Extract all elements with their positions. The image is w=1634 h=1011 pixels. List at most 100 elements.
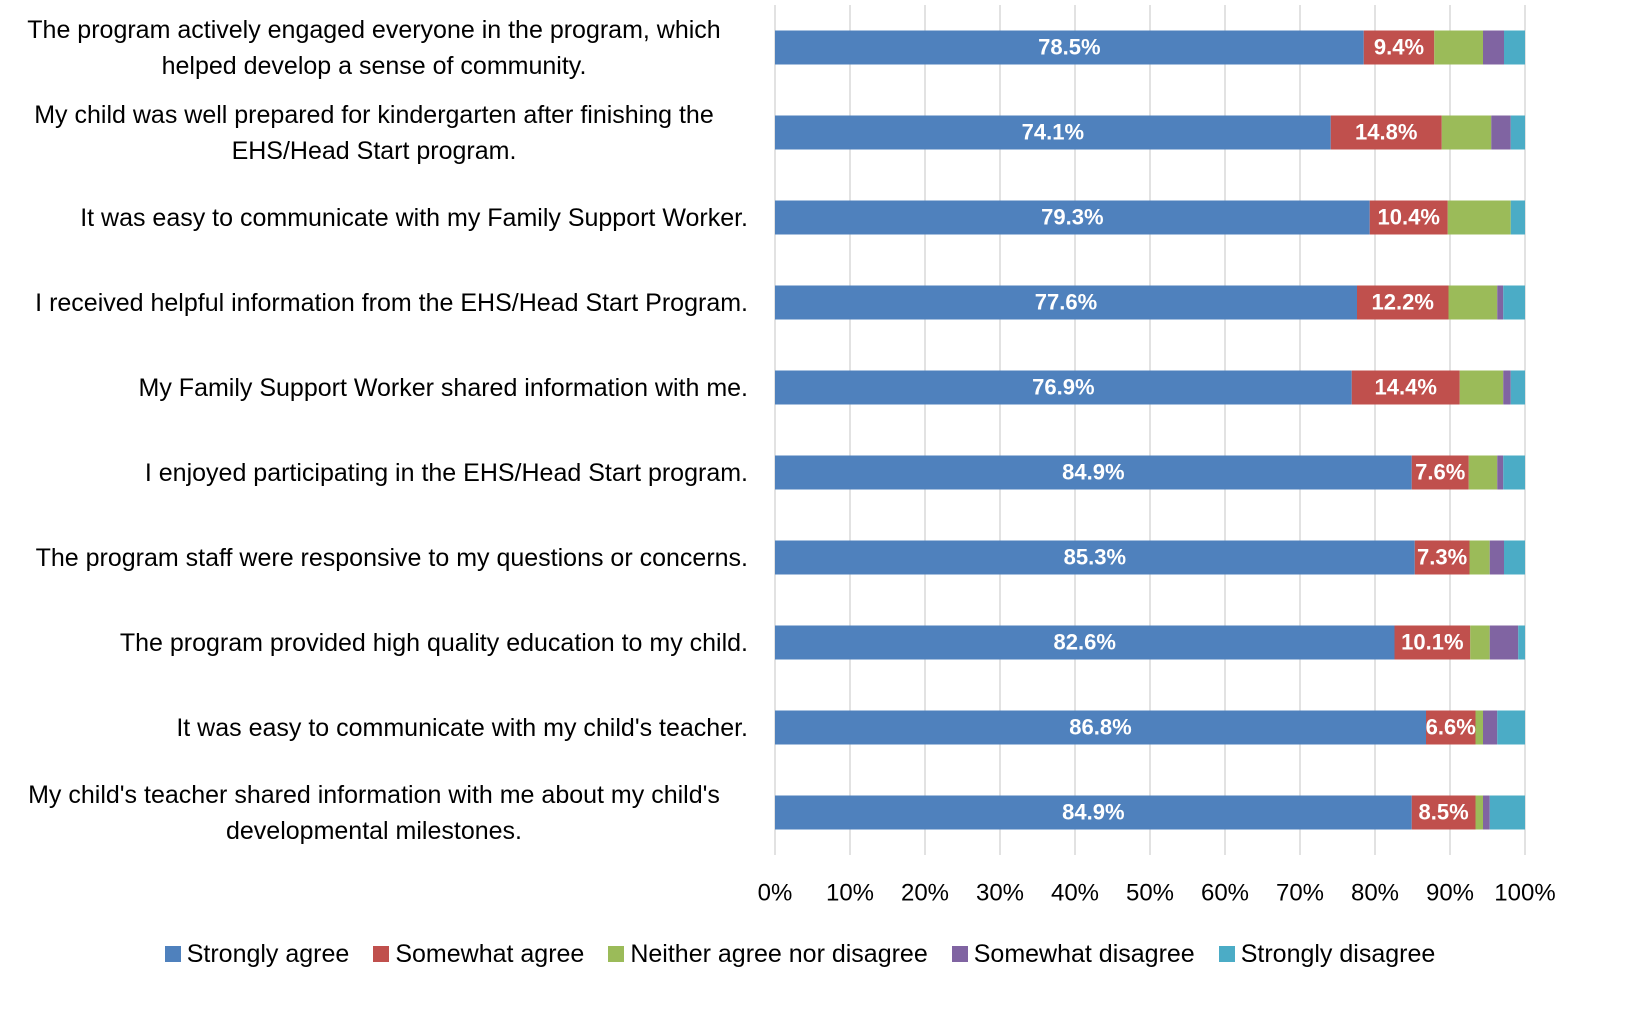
bar-segment	[1351, 370, 1460, 405]
bar-segment	[1503, 370, 1511, 405]
category-text: It was easy to communicate with my Famil…	[80, 203, 748, 232]
category-label: My child was well prepared for kindergar…	[0, 93, 748, 173]
bar-segment	[775, 115, 1331, 150]
category-text: My child was well prepared for kindergar…	[34, 100, 714, 165]
x-tick-label: 60%	[1201, 879, 1249, 906]
data-label: 74.1%	[1022, 119, 1084, 144]
bar-segment	[1489, 540, 1504, 575]
data-label: 7.3%	[1417, 544, 1467, 569]
bar-segment	[1510, 115, 1525, 150]
legend-swatch	[951, 946, 968, 962]
category-label: The program staff were responsive to my …	[0, 518, 748, 598]
data-label: 7.6%	[1415, 459, 1465, 484]
legend-swatch	[164, 946, 181, 962]
x-tick-label: 20%	[901, 879, 949, 906]
legend-swatch	[608, 946, 625, 962]
category-text: The program staff were responsive to my …	[35, 543, 748, 572]
legend-label: Neither agree nor disagree	[630, 939, 928, 968]
bar-segment	[1469, 540, 1490, 575]
data-label: 10.4%	[1378, 204, 1440, 229]
data-label: 84.9%	[1062, 799, 1124, 824]
legend-item: Somewhat agree	[373, 940, 584, 969]
category-label: I enjoyed participating in the EHS/Head …	[0, 433, 748, 513]
data-label: 86.8%	[1069, 714, 1131, 739]
legend-item: Neither agree nor disagree	[608, 939, 928, 969]
category-label: I received helpful information from the …	[0, 263, 748, 343]
category-text: It was easy to communicate with my child…	[176, 713, 748, 742]
bar-segment	[1411, 795, 1476, 830]
bar-segment	[1483, 710, 1498, 745]
bar-segment	[1369, 200, 1448, 235]
data-label: 79.3%	[1041, 204, 1103, 229]
legend-swatch	[1218, 946, 1235, 962]
legend: Strongly agree Somewhat agree Neither agre…	[0, 936, 1600, 972]
bar-segment	[1330, 115, 1442, 150]
bar-segment	[1497, 285, 1504, 320]
bar-segment	[1489, 795, 1525, 830]
data-label: 14.4%	[1375, 374, 1437, 399]
bar-segment	[775, 30, 1364, 65]
bar-segment	[775, 710, 1426, 745]
bar-segment	[1411, 455, 1469, 490]
bar-segment	[1483, 30, 1504, 65]
bar-segment	[1504, 540, 1525, 575]
x-tick-label: 30%	[976, 879, 1024, 906]
bar-segment	[1503, 455, 1525, 490]
legend-label: Somewhat disagree	[973, 939, 1195, 968]
category-label: The program provided high quality educat…	[0, 603, 748, 683]
bar-segment	[1459, 370, 1504, 405]
bar-segment	[1491, 115, 1511, 150]
legend-label: Somewhat agree	[395, 939, 585, 968]
bar-segment	[775, 625, 1395, 660]
category-label: It was easy to communicate with my Famil…	[0, 178, 748, 258]
bar-segment	[1503, 285, 1525, 320]
legend-label: Strongly agree	[186, 939, 350, 968]
bar-segment	[1504, 30, 1525, 65]
x-tick-label: 90%	[1426, 879, 1474, 906]
data-label: 84.9%	[1062, 459, 1124, 484]
data-label: 9.4%	[1374, 34, 1424, 59]
bar-segment	[775, 455, 1412, 490]
data-label: 6.6%	[1426, 714, 1476, 739]
bar-segment	[1434, 30, 1483, 65]
bar-segment	[1475, 795, 1483, 830]
category-label: It was easy to communicate with my child…	[0, 688, 748, 768]
bar-segment	[1510, 370, 1525, 405]
bar-segment	[1363, 30, 1435, 65]
data-label: 78.5%	[1038, 34, 1100, 59]
category-label: The program actively engaged everyone in…	[0, 8, 748, 88]
x-tick-label: 0%	[758, 879, 793, 906]
bar-segment	[1483, 795, 1490, 830]
data-label: 76.9%	[1032, 374, 1094, 399]
bar-segment	[1468, 455, 1498, 490]
bar-segment	[1414, 540, 1470, 575]
category-text: My child's teacher shared information wi…	[28, 780, 720, 845]
bar-segment	[1426, 710, 1476, 745]
bar-segment	[1497, 710, 1525, 745]
bar-segment	[775, 285, 1357, 320]
bar-segment	[1357, 285, 1449, 320]
bar-segment	[1497, 455, 1504, 490]
legend-item: Strongly agree	[164, 939, 350, 969]
bar-segment	[1518, 625, 1525, 660]
legend-item: Strongly disagree	[1218, 940, 1435, 969]
bar-segment	[775, 370, 1352, 405]
category-label: My Family Support Worker shared informat…	[0, 348, 748, 428]
legend-swatch	[373, 946, 390, 962]
data-label: 85.3%	[1064, 544, 1126, 569]
category-text: My Family Support Worker shared informat…	[138, 373, 748, 402]
bar-segment	[1475, 710, 1483, 745]
bar-segment	[775, 795, 1412, 830]
bar-segment	[1510, 200, 1525, 235]
data-label: 77.6%	[1035, 289, 1097, 314]
data-label: 14.8%	[1355, 119, 1417, 144]
category-text: The program actively engaged everyone in…	[27, 15, 721, 80]
category-text: I enjoyed participating in the EHS/Head …	[144, 458, 748, 487]
bar-segment	[775, 540, 1415, 575]
data-label: 8.5%	[1419, 799, 1469, 824]
x-tick-label: 100%	[1494, 879, 1555, 906]
x-tick-label: 10%	[826, 879, 874, 906]
x-tick-label: 40%	[1051, 879, 1099, 906]
